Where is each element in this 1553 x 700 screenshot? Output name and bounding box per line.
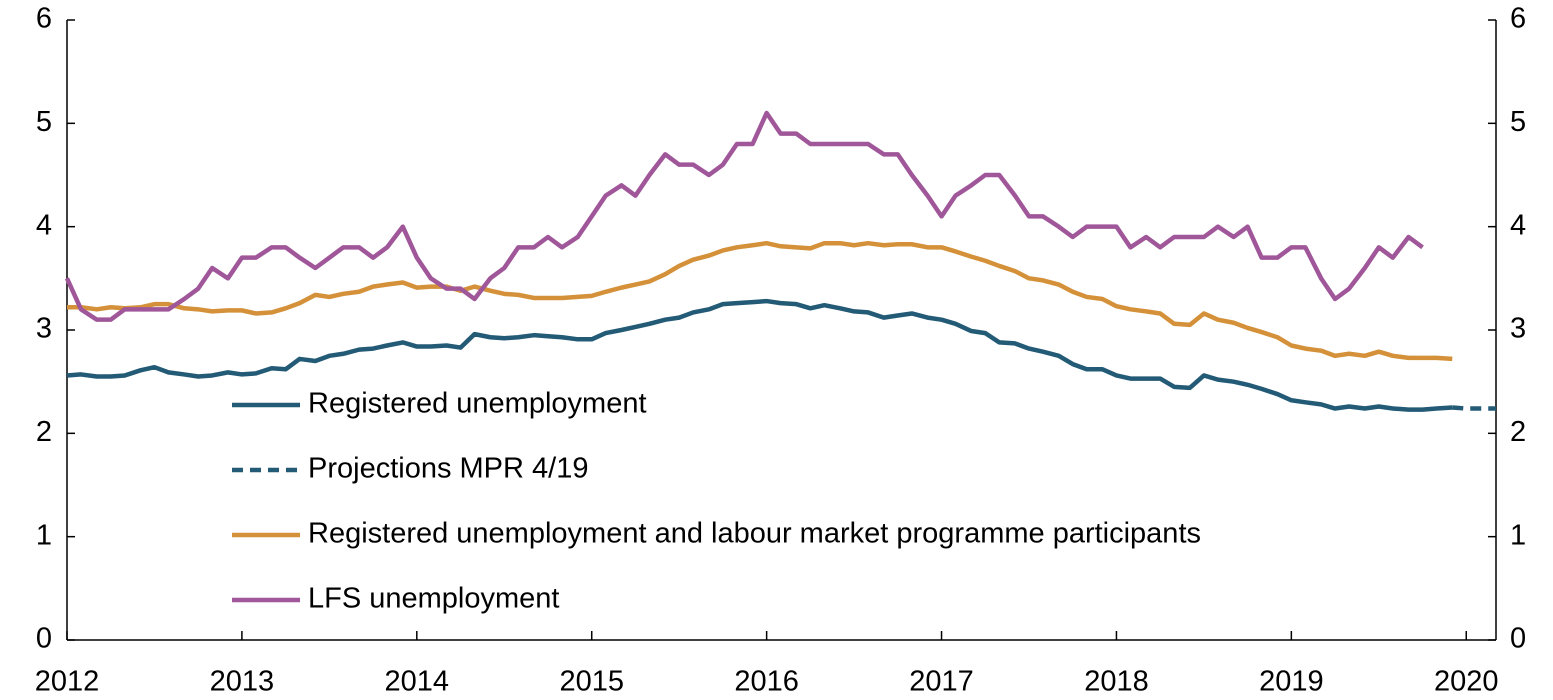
x-tick-label: 2019 (1259, 666, 1324, 698)
y2-tick-label: 0 (1510, 623, 1526, 655)
x-tick-label: 2013 (210, 666, 275, 698)
series-line (66, 298, 1453, 412)
x-tick-label: 2017 (909, 666, 974, 698)
legend-label: Registered unemployment (308, 388, 647, 420)
series-line (64, 110, 1424, 322)
series-line (1452, 405, 1496, 411)
y-tick-label: 2 (36, 416, 52, 448)
y2-tick-label: 2 (1510, 416, 1526, 448)
y2-tick-label: 5 (1510, 106, 1526, 138)
y-tick-label: 3 (36, 313, 52, 345)
x-tick-label: 2012 (35, 666, 100, 698)
x-tick-label: 2020 (1434, 666, 1499, 698)
series-line (67, 240, 1453, 362)
x-tick-label: 2018 (1084, 666, 1149, 698)
y2-tick-label: 1 (1510, 519, 1526, 551)
legend-label: LFS unemployment (308, 583, 559, 615)
y2-tick-label: 6 (1510, 3, 1526, 35)
y-tick-label: 0 (36, 623, 52, 655)
y-tick-label: 5 (36, 106, 52, 138)
y2-tick-label: 4 (1510, 209, 1526, 241)
y2-tick-label: 3 (1510, 313, 1526, 345)
x-tick-label: 2016 (734, 666, 799, 698)
y-tick-label: 6 (36, 3, 52, 35)
y-tick-label: 1 (36, 519, 52, 551)
x-tick-label: 2014 (385, 666, 450, 698)
y-tick-label: 4 (36, 209, 52, 241)
legend-label: Projections MPR 4/19 (308, 453, 588, 485)
legend-label: Registered unemployment and labour marke… (308, 518, 1201, 550)
x-tick-label: 2015 (559, 666, 624, 698)
